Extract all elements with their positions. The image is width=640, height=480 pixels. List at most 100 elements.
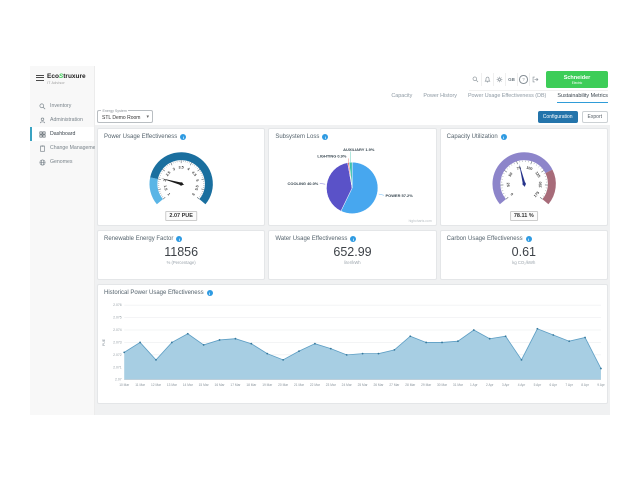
app-window: EcoStruxure IT Advisor Inventory Adminis… <box>30 66 610 415</box>
card-title: Power Usage Effectiveness <box>104 134 178 140</box>
energy-system-select-label: Energy System <box>101 108 129 113</box>
card-title: Capacity Utilization <box>446 134 498 140</box>
stat-card-row: Renewable Energy Factor i 11856 % (Perce… <box>97 230 608 280</box>
svg-text:POWER 57.2%: POWER 57.2% <box>386 193 414 198</box>
highcharts-credit[interactable]: highcharts.com <box>408 219 432 223</box>
card-title: Subsystem Loss <box>275 134 320 140</box>
card-head: Capacity Utilization i <box>441 129 607 142</box>
sidebar-item-change-management[interactable]: Change Management <box>30 141 100 155</box>
svg-text:5.5: 5.5 <box>194 185 199 191</box>
settings-button[interactable] <box>493 73 505 86</box>
card-capacity-utilization: Capacity Utilization i 0 25 50 75 100 125 150 1… <box>439 128 608 226</box>
svg-text:LIGHTING 0.9%: LIGHTING 0.9% <box>318 154 347 159</box>
svg-text:COOLING 40.0%: COOLING 40.0% <box>288 181 319 186</box>
info-icon[interactable]: i <box>176 236 183 242</box>
logout-button[interactable] <box>529 73 541 86</box>
energy-system-select[interactable]: Energy System STL Demo Room ▾ <box>97 108 153 123</box>
svg-text:14 Mar: 14 Mar <box>183 383 194 387</box>
svg-text:PUE: PUE <box>102 338 106 346</box>
svg-text:2.5: 2.5 <box>165 171 171 178</box>
svg-text:2.071: 2.071 <box>113 365 122 369</box>
export-button[interactable]: Export <box>581 111 608 123</box>
tab-power-usage-effectiveness[interactable]: Power Usage Effectiveness (DB) <box>467 93 547 99</box>
svg-text:2 Apr: 2 Apr <box>486 383 494 387</box>
capacity-gauge-value: 78.11 % <box>509 211 538 221</box>
svg-text:50: 50 <box>507 172 513 178</box>
svg-text:5 Apr: 5 Apr <box>534 383 542 387</box>
search-button[interactable] <box>469 73 481 86</box>
card-historical-pue: Historical Power Usage Effectiveness i 2… <box>97 284 608 404</box>
svg-text:16 Mar: 16 Mar <box>215 383 226 387</box>
renewable-energy-factor-unit: % (Percentage) <box>166 260 196 265</box>
logo-accent-s: S <box>58 73 64 80</box>
svg-text:2.07: 2.07 <box>115 378 122 382</box>
energy-system-select-value: STL Demo Room <box>102 114 141 121</box>
svg-text:26 Mar: 26 Mar <box>373 383 384 387</box>
card-carbon-usage-effectiveness: Carbon Usage Effectiveness i 0.61 kg CO₂… <box>439 230 608 280</box>
help-button[interactable]: ? <box>517 73 529 86</box>
svg-text:23 Mar: 23 Mar <box>326 383 337 387</box>
svg-text:12 Mar: 12 Mar <box>151 383 162 387</box>
svg-text:19 Mar: 19 Mar <box>262 383 273 387</box>
svg-text:5: 5 <box>195 179 199 182</box>
svg-text:75: 75 <box>516 166 521 171</box>
sidebar-item-dashboard[interactable]: Dashboard <box>30 127 94 141</box>
svg-text:24 Mar: 24 Mar <box>342 383 353 387</box>
historical-pue-area-chart[interactable]: 2.07 2.071 2.072 2.073 2.074 2.075 2.076 10 Mar… <box>98 298 607 401</box>
subsystem-loss-pie-chart[interactable]: POWER 57.2% COOLING 40.0% AUXILIARY 1.9% LI… <box>269 142 435 222</box>
bell-icon <box>484 76 491 83</box>
brand-name: Schneider <box>563 74 591 81</box>
svg-text:2.073: 2.073 <box>113 340 122 344</box>
svg-text:4 Apr: 4 Apr <box>518 383 526 387</box>
tab-power-history[interactable]: Power History <box>423 93 457 99</box>
water-usage-effectiveness-unit: liter/kWh <box>344 260 361 265</box>
menu-toggle-icon[interactable] <box>36 73 44 82</box>
top-card-row: Power Usage Effectiveness i 1 1.5 2 2.5 3 3.5… <box>97 128 608 226</box>
svg-text:22 Mar: 22 Mar <box>310 383 321 387</box>
info-icon[interactable]: i <box>350 236 357 242</box>
svg-text:2: 2 <box>163 179 167 182</box>
app-logo-subtitle: IT Advisor <box>47 81 65 85</box>
info-icon[interactable]: i <box>322 134 329 140</box>
water-usage-effectiveness-value: 652.99 <box>333 245 372 259</box>
help-icon: ? <box>519 75 528 84</box>
configuration-button[interactable]: Configuration <box>537 111 578 123</box>
svg-text:8 Apr: 8 Apr <box>581 383 589 387</box>
dashboard: Power Usage Effectiveness i 1 1.5 2 2.5 3 3.5… <box>95 125 610 415</box>
svg-text:21 Mar: 21 Mar <box>294 383 305 387</box>
sidebar: EcoStruxure IT Advisor Inventory Adminis… <box>30 66 100 415</box>
sidebar-item-administration[interactable]: Administration <box>30 113 94 127</box>
tab-capacity[interactable]: Capacity <box>391 93 413 99</box>
svg-text:6 Apr: 6 Apr <box>550 383 558 387</box>
info-icon[interactable]: i <box>500 134 507 140</box>
svg-text:31 Mar: 31 Mar <box>453 383 464 387</box>
svg-text:3 Apr: 3 Apr <box>502 383 510 387</box>
info-icon[interactable]: i <box>525 236 532 242</box>
svg-text:150: 150 <box>538 181 542 187</box>
card-head: Carbon Usage Effectiveness i <box>441 231 607 244</box>
tab-sustainability-metrics[interactable]: Sustainability Metrics <box>557 93 608 103</box>
app-logo: EcoStruxure IT Advisor <box>47 73 86 85</box>
info-icon[interactable]: i <box>206 290 213 296</box>
schneider-electric-logo-button[interactable]: Schneider Electric <box>546 71 608 88</box>
notifications-button[interactable] <box>481 73 493 86</box>
pue-gauge-chart[interactable]: 11.5 22.53 3.5 44.55 5.56 <box>98 142 264 206</box>
sidebar-item-genomes[interactable]: Genomes <box>30 155 94 169</box>
svg-text:2.075: 2.075 <box>113 316 122 320</box>
renewable-energy-factor-value: 11856 <box>164 245 199 259</box>
info-icon[interactable]: i <box>180 134 187 140</box>
card-head: Water Usage Effectiveness i <box>269 231 435 244</box>
brand-subname: Electric <box>571 80 583 85</box>
svg-text:7 Apr: 7 Apr <box>565 383 573 387</box>
svg-text:2.076: 2.076 <box>113 303 122 307</box>
card-head: Power Usage Effectiveness i <box>98 129 264 142</box>
sidebar-item-inventory[interactable]: Inventory <box>30 99 94 113</box>
chevron-down-icon: ▾ <box>146 114 149 120</box>
language-label: GB <box>508 77 515 82</box>
language-button[interactable]: GB <box>505 73 517 86</box>
svg-text:20 Mar: 20 Mar <box>278 383 289 387</box>
card-title: Historical Power Usage Effectiveness <box>104 290 204 296</box>
card-title: Carbon Usage Effectiveness <box>446 236 523 242</box>
